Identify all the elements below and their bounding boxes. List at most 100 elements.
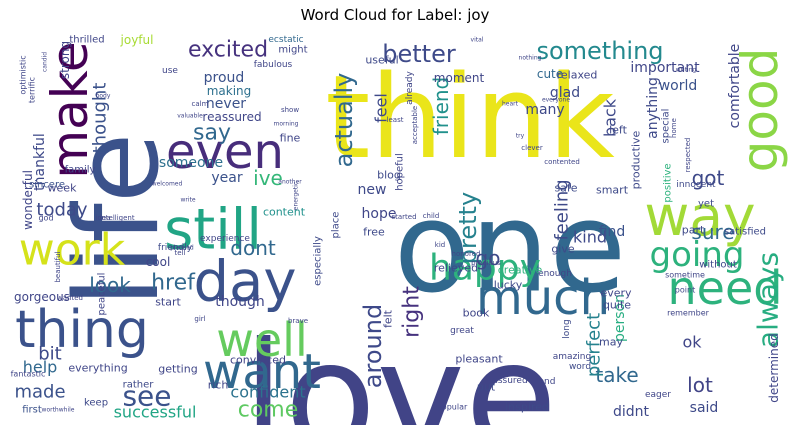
word-might: might [278, 45, 307, 56]
word-thought: thought [90, 83, 111, 154]
word-though: though [215, 294, 265, 310]
word-day: day [193, 250, 296, 315]
word-right: right [400, 286, 425, 338]
word-may: may [599, 336, 623, 349]
word-glad: glad [550, 85, 580, 101]
word-writing: writing [676, 67, 697, 74]
word-long: long [562, 319, 572, 338]
word-safe: safe [554, 182, 577, 195]
word-another: another [278, 179, 302, 186]
word-already: already [405, 71, 415, 105]
word-help: help [23, 358, 58, 377]
word-going: going [650, 235, 745, 275]
word-determined: determined [767, 333, 781, 402]
word-home: home [670, 118, 678, 138]
word-today: today [36, 200, 88, 221]
word-never: never [206, 96, 246, 112]
word-making: making [207, 84, 252, 98]
word-idea: idea [96, 214, 111, 222]
word-clever: clever [521, 144, 543, 152]
word-every: every [600, 287, 632, 300]
word-energetic: energetic [293, 182, 300, 210]
word-say: say [193, 121, 231, 146]
word-amazing: amazing [553, 352, 591, 362]
word-use: use [162, 66, 178, 76]
word-nothing: nothing [519, 55, 542, 62]
word-look: look [89, 273, 131, 297]
word-kind: kind [573, 228, 607, 247]
word-tell: tell [175, 249, 186, 257]
word-make: make [41, 41, 99, 178]
word-pretty: pretty [454, 192, 482, 264]
word-gorgeous: gorgeous [14, 290, 70, 304]
word-excited: excited [188, 38, 268, 63]
word-made: made [14, 382, 65, 403]
word-actually: actually [330, 73, 358, 168]
word-well: well [216, 313, 307, 367]
word-place: place [331, 212, 342, 239]
word-worthwhile: worthwhile [42, 407, 75, 414]
word-peaceful: peaceful [97, 273, 108, 316]
word-better: better [382, 40, 456, 68]
word-perfect: perfect [584, 313, 605, 377]
word-proud: proud [204, 70, 245, 86]
word-creative: creative [498, 264, 543, 277]
word-girl: girl [194, 315, 205, 323]
word-blog: blog [377, 169, 401, 182]
word-welcomed: welcomed [152, 181, 183, 188]
word-happy: happy [429, 248, 541, 289]
word-cool: cool [146, 255, 171, 269]
word-ecstatic: ecstatic [268, 35, 303, 45]
word-lucky: lucky [494, 279, 523, 292]
word-innocent: innocent [676, 180, 716, 190]
word-pleasant: pleasant [455, 353, 503, 366]
word-way: way [644, 184, 755, 248]
word-keep: keep [84, 398, 108, 409]
word-quite: quite [603, 299, 631, 312]
word-ok: ok [682, 333, 702, 352]
word-always: always [752, 252, 785, 348]
word-popular: popular [437, 403, 468, 412]
word-useful: useful [365, 54, 398, 67]
word-inspired: inspired [505, 401, 549, 414]
word-got: got [692, 166, 725, 190]
word-see: see [122, 380, 171, 413]
word-eager: eager [645, 390, 671, 400]
word-someone: someone [159, 155, 223, 171]
word-feeling: feeling [552, 179, 573, 240]
word-didnt: didnt [613, 404, 650, 420]
word-brave: brave [288, 317, 308, 325]
word-need: need [668, 261, 783, 315]
word-convinced: convinced [230, 354, 286, 367]
word-moment: moment [434, 71, 485, 85]
word-find: find [599, 224, 626, 240]
word-important: important [630, 60, 700, 76]
word-word: word [569, 362, 591, 372]
word-good: good [731, 48, 789, 173]
word-kid: kid [435, 241, 445, 249]
word-friend: friend [429, 77, 453, 136]
word-friendly: friendly [158, 243, 193, 253]
word-honored: honored [452, 250, 481, 258]
word-getting: getting [158, 363, 197, 376]
word-yet: yet [698, 199, 714, 210]
word-optimistic: optimistic [19, 55, 28, 94]
word-anything: anything [645, 77, 661, 139]
word-vital: vital [471, 37, 484, 44]
word-content: content [263, 206, 306, 219]
word-respected: respected [684, 138, 692, 173]
word-want: want [203, 344, 321, 400]
word-without: without [699, 260, 737, 271]
word-around: around [359, 304, 387, 388]
word-experience: experience [200, 234, 250, 244]
word-write: write [180, 197, 195, 204]
word-take: take [595, 363, 638, 387]
word-hope: hope [362, 206, 397, 222]
word-especially: especially [313, 236, 324, 286]
word-thing: thing [15, 300, 149, 360]
word-wanted: wanted [57, 294, 83, 302]
word-morning: morning [274, 121, 299, 128]
word-thankful: thankful [32, 133, 48, 191]
word-new: new [358, 182, 387, 198]
word-body: body [96, 93, 111, 100]
